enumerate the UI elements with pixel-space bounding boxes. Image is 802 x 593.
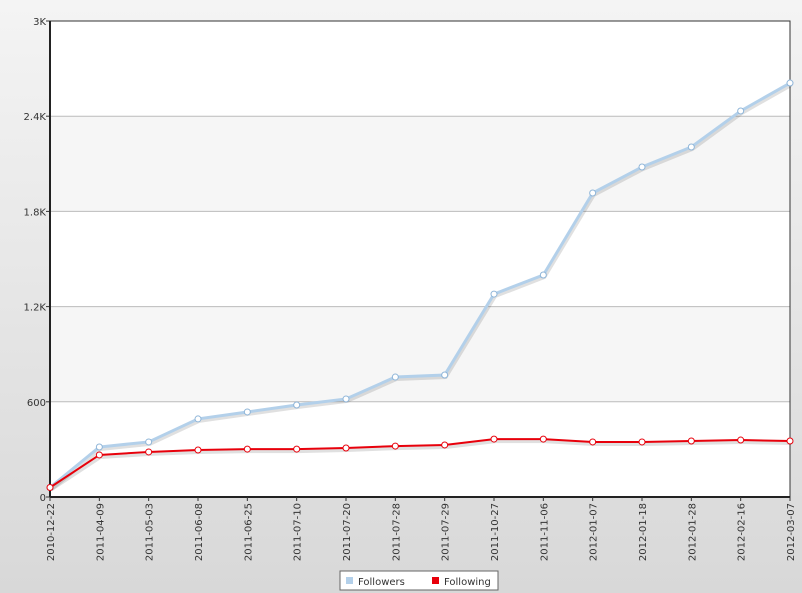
grid-band	[50, 116, 790, 212]
x-tick-label: 2011-05-03	[145, 503, 156, 561]
y-tick-label: 1.8K	[24, 207, 47, 218]
x-tick-label: 2012-01-07	[589, 503, 600, 561]
grid-band	[50, 306, 790, 402]
data-point	[293, 401, 301, 409]
legend-label: Followers	[358, 577, 405, 588]
data-point	[638, 163, 646, 171]
x-tick-label: 2012-02-16	[737, 503, 748, 561]
data-point	[243, 408, 251, 416]
data-point	[786, 79, 794, 87]
data-point	[441, 441, 449, 449]
x-tick-label: 2011-04-09	[95, 503, 106, 561]
data-point	[490, 435, 498, 443]
data-point	[194, 415, 202, 423]
x-tick-label: 2011-07-20	[342, 503, 353, 561]
data-point	[539, 271, 547, 279]
data-point	[243, 445, 251, 453]
data-point	[490, 290, 498, 298]
data-point	[46, 483, 54, 491]
x-tick-label: 2010-12-22	[46, 503, 57, 561]
y-tick-label: 600	[27, 398, 46, 409]
data-point	[342, 395, 350, 403]
series-shadow	[49, 83, 792, 492]
y-tick-label: 0	[40, 493, 46, 504]
data-point	[145, 438, 153, 446]
legend-swatch	[346, 577, 353, 584]
data-point	[194, 446, 202, 454]
data-point	[145, 448, 153, 456]
plot-area	[50, 21, 790, 497]
legend-swatch	[432, 577, 439, 584]
x-tick-label: 2012-03-07	[786, 503, 797, 561]
x-tick-label: 2011-10-27	[490, 503, 501, 561]
data-point	[737, 436, 745, 444]
data-point	[737, 107, 745, 115]
data-point	[293, 445, 301, 453]
data-point	[539, 435, 547, 443]
x-tick-label: 2011-07-10	[293, 503, 304, 561]
series-line	[49, 81, 791, 489]
data-point	[95, 451, 103, 459]
data-point	[589, 438, 597, 446]
x-tick-label: 2011-06-08	[194, 503, 205, 561]
y-tick-label: 2.4K	[24, 112, 47, 123]
x-tick-label: 2011-06-25	[243, 503, 254, 561]
data-point	[687, 437, 695, 445]
legend-label: Following	[444, 577, 491, 588]
x-tick-label: 2011-11-06	[539, 503, 550, 561]
series-line	[49, 438, 791, 489]
data-point	[687, 143, 695, 151]
data-point	[391, 442, 399, 450]
x-tick-label: 2012-01-28	[687, 503, 698, 561]
data-point	[95, 443, 103, 451]
data-point	[589, 189, 597, 197]
series-shadow	[49, 439, 792, 492]
y-tick-label: 3K	[33, 17, 46, 28]
y-tick-label: 1.2K	[24, 303, 47, 314]
data-point	[391, 373, 399, 381]
data-point	[638, 438, 646, 446]
x-tick-label: 2011-07-28	[391, 503, 402, 561]
x-tick-label: 2011-07-29	[441, 503, 452, 561]
legend-box	[339, 570, 499, 591]
data-point	[441, 371, 449, 379]
x-tick-label: 2012-01-18	[638, 503, 649, 561]
legend: Followers Following	[339, 570, 499, 591]
data-point	[786, 437, 794, 445]
data-point	[342, 444, 350, 452]
